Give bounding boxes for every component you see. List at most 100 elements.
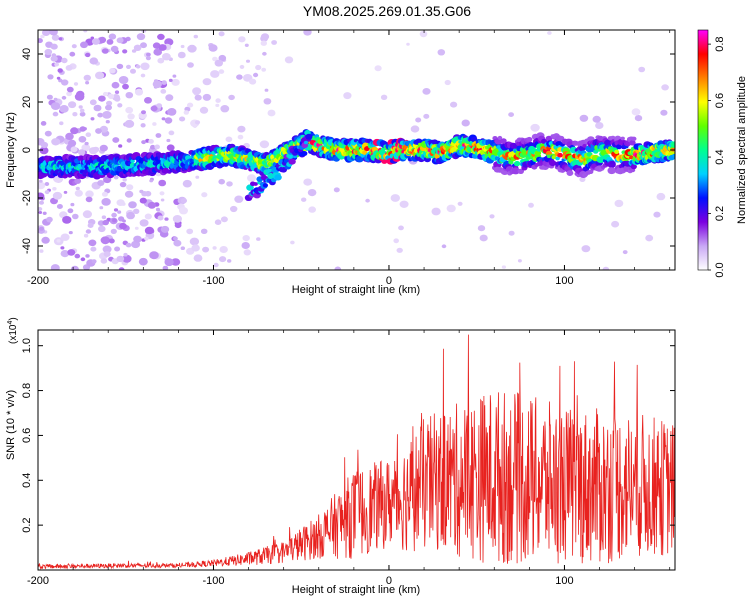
spectrogram-cell	[61, 95, 67, 100]
spectrogram-cell	[147, 201, 156, 209]
spectrogram-cell	[215, 98, 221, 103]
spectrogram-cell	[91, 259, 97, 264]
spectrogram-y-tick-label: 40	[21, 48, 33, 60]
spectrogram-cell	[113, 175, 119, 180]
spectrogram-cell	[59, 121, 64, 126]
spectrogram-cell	[253, 182, 258, 186]
spectrogram-cell	[60, 250, 70, 258]
spectrogram-cell	[422, 88, 431, 95]
spectrogram-cell	[187, 102, 194, 108]
spectrogram-cell	[238, 36, 246, 43]
spectrogram-cell	[249, 78, 257, 85]
spectrogram-cell	[41, 236, 50, 244]
spectrogram-cell	[155, 133, 162, 138]
spectrogram-cell	[398, 225, 404, 231]
snr-exponent-suffix: )	[8, 317, 19, 320]
spectrogram-cell	[60, 79, 69, 86]
spectrogram-cell	[431, 207, 441, 216]
spectrogram-cell	[114, 246, 121, 252]
spectrogram-cell	[50, 102, 61, 110]
spectrogram-cell	[365, 198, 370, 203]
spectrogram-cell	[661, 84, 669, 91]
spectrogram-cell	[102, 111, 112, 119]
spectrogram-cell	[65, 132, 74, 140]
spectrogram-cell	[74, 92, 85, 101]
spectrogram-cell	[74, 189, 83, 197]
spectrogram-cell	[228, 94, 235, 101]
spectrogram-cell	[110, 45, 119, 53]
spectrogram-cell	[117, 210, 122, 214]
spectrogram-cell	[174, 222, 182, 229]
spectrogram-y-tick-label: 20	[21, 96, 33, 108]
spectrogram-cell	[38, 38, 43, 44]
spectrogram-cell	[166, 144, 175, 151]
spectrogram-cell	[227, 259, 232, 263]
spectrogram-cell	[549, 160, 557, 167]
spectrogram-cell	[192, 87, 202, 95]
spectrogram-cell	[202, 246, 210, 253]
spectrogram-cells	[38, 30, 675, 270]
spectrogram-cell	[237, 125, 246, 133]
spectrogram-cell	[116, 255, 125, 263]
spectrogram-cell	[62, 216, 72, 224]
colorbar-tick-label: 0.0	[714, 262, 726, 277]
spectrogram-cell	[111, 212, 117, 218]
spectrogram-cell	[236, 74, 243, 80]
spectrogram-cell	[334, 266, 342, 270]
spectrogram-cell	[156, 103, 163, 109]
spectrogram-cell	[125, 92, 134, 99]
spectrogram-cell	[622, 250, 628, 255]
spectrogram-cell	[144, 213, 152, 220]
spectrogram-cell	[56, 204, 63, 209]
spectrogram-cell	[262, 51, 267, 56]
spectrogram-cell	[501, 265, 506, 269]
spectrogram-cell	[74, 253, 81, 259]
spectrogram-cell	[124, 190, 134, 198]
spectrogram-cell	[164, 117, 173, 124]
spectrogram-cell	[85, 52, 91, 58]
spectrogram-cell	[220, 216, 228, 223]
colorbar-ticks: 0.0 0.2 0.4 0.6 0.8	[708, 36, 726, 278]
spectrogram-cell	[620, 136, 625, 141]
spectrogram-cell	[157, 33, 165, 41]
spectrogram-cell	[333, 187, 340, 193]
spectrogram-cell	[500, 138, 507, 144]
snr-frame	[37, 329, 676, 571]
spectrogram-cell	[260, 40, 267, 46]
spectrogram-cell	[98, 36, 107, 44]
spectrogram-cell	[85, 254, 90, 258]
spectrogram-cell	[631, 108, 641, 116]
spectrogram-cell	[109, 68, 116, 74]
snr-exponent-label: (x104)	[7, 317, 19, 344]
spectrogram-y-ticks: -40 -20 0 20 40	[21, 48, 675, 254]
spectrogram-cell	[99, 206, 104, 210]
spectrogram-cell	[140, 73, 146, 78]
spectrogram-cell	[66, 86, 74, 93]
spectrogram-cell	[526, 136, 533, 143]
spectrogram-cell	[52, 111, 59, 117]
spectrogram-cell	[172, 215, 182, 223]
spectrogram-cell	[225, 136, 233, 143]
spectrogram-cell	[301, 197, 307, 202]
spectrogram-cell	[108, 238, 115, 244]
spectrogram-cell	[180, 198, 187, 204]
spectrogram-cell	[92, 146, 100, 153]
spectrogram-cell	[230, 205, 238, 213]
spectrogram-cell	[140, 123, 146, 128]
spectrogram-cell	[133, 235, 142, 243]
spectrogram-cell	[38, 179, 43, 183]
spectrogram-cell	[586, 151, 593, 157]
spectrogram-cell	[102, 245, 112, 254]
spectrogram-cell	[52, 191, 63, 200]
spectrogram-cell	[168, 130, 175, 136]
spectrogram-cell	[133, 44, 142, 51]
spectrogram-cell	[98, 225, 106, 233]
spectrogram-cell	[100, 258, 108, 264]
spectrogram-cell	[172, 74, 177, 78]
spectrogram-cell	[267, 109, 276, 117]
spectrogram-cell	[241, 242, 250, 249]
spectrogram-cell	[634, 115, 643, 122]
spectrogram-cell	[410, 125, 420, 133]
spectrogram-cell	[82, 210, 92, 219]
